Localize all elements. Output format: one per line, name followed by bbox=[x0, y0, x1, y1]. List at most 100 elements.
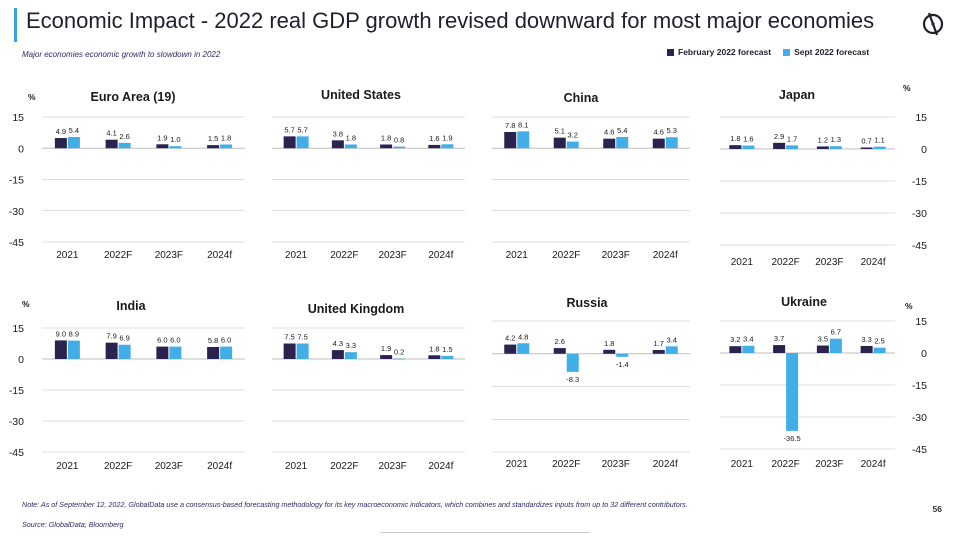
chart-1-bar-feb bbox=[207, 145, 220, 149]
chart-6-data-label: 3.3 bbox=[346, 341, 356, 350]
chart-3-bar-feb bbox=[603, 138, 616, 149]
chart-2-category-label: 2021 bbox=[285, 250, 308, 261]
chart-2-data-label: 0.8 bbox=[394, 136, 404, 145]
chart-1-title: Euro Area (19) bbox=[91, 90, 176, 104]
chart-1-bar-feb bbox=[156, 144, 169, 149]
chart-1-ytick-label: -15 bbox=[9, 175, 24, 187]
chart-4-unit-label: % bbox=[903, 83, 911, 93]
chart-3-data-label: 5.1 bbox=[555, 127, 565, 136]
chart-3-data-label: 4.6 bbox=[654, 128, 664, 137]
chart-5-category-label: 2022F bbox=[104, 461, 132, 472]
chart-3-bar-feb bbox=[553, 137, 566, 149]
chart-3-category-label: 2024f bbox=[653, 250, 678, 261]
chart-4-bar-feb bbox=[773, 142, 786, 149]
chart-7-data-label: -1.4 bbox=[616, 360, 629, 369]
page-number: 56 bbox=[932, 504, 942, 514]
chart-8-ytick-label: 0 bbox=[921, 348, 927, 360]
chart-1-category-label: 2024f bbox=[207, 250, 232, 261]
chart-1-bar-sept bbox=[220, 144, 233, 149]
chart-4-bar-sept bbox=[873, 146, 886, 149]
chart-3-category-label: 2021 bbox=[506, 250, 529, 261]
chart-4-bar-feb bbox=[816, 146, 829, 149]
chart-4-title: Japan bbox=[779, 88, 815, 102]
chart-8-bar-feb bbox=[773, 345, 786, 353]
chart-2-bar-feb bbox=[428, 144, 441, 149]
chart-1-data-label: 1.5 bbox=[208, 134, 218, 143]
chart-6-bar-sept bbox=[344, 352, 357, 359]
chart-2-data-label: 3.8 bbox=[333, 129, 343, 138]
chart-8-data-label: 3.5 bbox=[818, 335, 828, 344]
chart-5-bar-sept bbox=[67, 340, 80, 359]
chart-7-category-label: 2021 bbox=[506, 459, 529, 470]
chart-4-bar-sept bbox=[742, 145, 755, 149]
chart-7-category-label: 2024f bbox=[653, 459, 678, 470]
chart-4-data-label: 1.3 bbox=[831, 135, 841, 144]
chart-2-data-label: 5.7 bbox=[297, 125, 307, 134]
brand-logo-icon bbox=[922, 12, 944, 36]
chart-6-data-label: 1.8 bbox=[429, 344, 439, 353]
chart-6-bar-sept bbox=[393, 358, 406, 360]
chart-7-data-label: 1.7 bbox=[654, 339, 664, 348]
chart-2-title: United States bbox=[321, 88, 401, 102]
chart-6-data-label: 7.5 bbox=[284, 333, 294, 342]
chart-2-category-label: 2022F bbox=[330, 250, 358, 261]
chart-1-bar-feb bbox=[105, 139, 118, 149]
page-title: Economic Impact - 2022 real GDP growth r… bbox=[26, 8, 875, 33]
chart-5-data-label: 6.0 bbox=[170, 336, 180, 345]
footnote: Note: As of September 12, 2022, GlobalDa… bbox=[22, 500, 688, 509]
chart-2-data-label: 1.8 bbox=[381, 134, 391, 143]
chart-5-bar-sept bbox=[220, 346, 233, 359]
chart-8-data-label: 2.5 bbox=[874, 337, 884, 346]
chart-1-data-label: 4.9 bbox=[56, 127, 66, 136]
chart-2-bar-feb bbox=[283, 136, 296, 149]
chart-5-ytick-label: 15 bbox=[12, 323, 24, 335]
chart-8-data-label: 3.3 bbox=[861, 335, 871, 344]
chart-1-data-label: 2.6 bbox=[119, 132, 129, 141]
chart-5-category-label: 2024f bbox=[207, 461, 232, 472]
chart-4-data-label: 1.1 bbox=[874, 136, 884, 145]
chart-8-bar-sept bbox=[829, 338, 842, 353]
chart-4-category-label: 2022F bbox=[771, 257, 799, 268]
chart-7-bar-feb bbox=[652, 350, 665, 354]
chart-5-bar-sept bbox=[118, 344, 131, 359]
chart-1-data-label: 5.4 bbox=[69, 126, 79, 135]
chart-5-data-label: 6.9 bbox=[119, 334, 129, 343]
chart-4-bar-sept bbox=[786, 145, 799, 149]
chart-3-data-label: 8.1 bbox=[518, 120, 528, 129]
chart-5-data-label: 6.0 bbox=[221, 336, 231, 345]
chart-8-data-label: 3.7 bbox=[774, 334, 784, 343]
chart-3-bar-sept bbox=[566, 141, 579, 149]
chart-5-bar-feb bbox=[156, 346, 169, 359]
chart-3-bar-feb bbox=[652, 138, 665, 149]
chart-4-data-label: 1.7 bbox=[787, 134, 797, 143]
chart-6-bar-feb bbox=[283, 343, 296, 359]
chart-7-bar-feb bbox=[504, 344, 517, 354]
chart-4-ytick-label: 0 bbox=[921, 144, 927, 156]
chart-5-data-label: 7.9 bbox=[106, 332, 116, 341]
chart-1-bar-sept bbox=[67, 137, 80, 149]
chart-2-bar-sept bbox=[296, 136, 309, 149]
chart-3-data-label: 3.2 bbox=[568, 131, 578, 140]
chart-8-bar-feb bbox=[729, 346, 742, 353]
chart-legend: February 2022 forecast Sept 2022 forecas… bbox=[667, 47, 869, 57]
chart-1-ytick-label: 0 bbox=[18, 143, 24, 155]
chart-8-bar-sept bbox=[786, 353, 799, 431]
chart-6-data-label: 1.5 bbox=[442, 345, 452, 354]
chart-8-category-label: 2022F bbox=[771, 459, 799, 470]
chart-1-bar-sept bbox=[169, 146, 182, 149]
chart-6-category-label: 2023F bbox=[378, 461, 406, 472]
chart-7-data-label: 2.6 bbox=[555, 337, 565, 346]
chart-3-category-label: 2023F bbox=[602, 250, 630, 261]
chart-8-bar-sept bbox=[742, 345, 755, 353]
chart-3-data-label: 5.3 bbox=[667, 126, 677, 135]
chart-7-data-label: 4.8 bbox=[518, 332, 528, 341]
chart-8-unit-label: % bbox=[905, 301, 913, 311]
chart-5-title: India bbox=[116, 299, 146, 313]
chart-1-category-label: 2021 bbox=[56, 250, 79, 261]
chart-6-bar-sept bbox=[441, 355, 454, 359]
chart-7-bar-sept bbox=[616, 353, 629, 357]
chart-7-data-label: -8.3 bbox=[566, 375, 579, 384]
chart-5-ytick-label: -15 bbox=[9, 385, 24, 397]
chart-2-data-label: 5.7 bbox=[284, 125, 294, 134]
chart-1-data-label: 1.8 bbox=[221, 134, 231, 143]
